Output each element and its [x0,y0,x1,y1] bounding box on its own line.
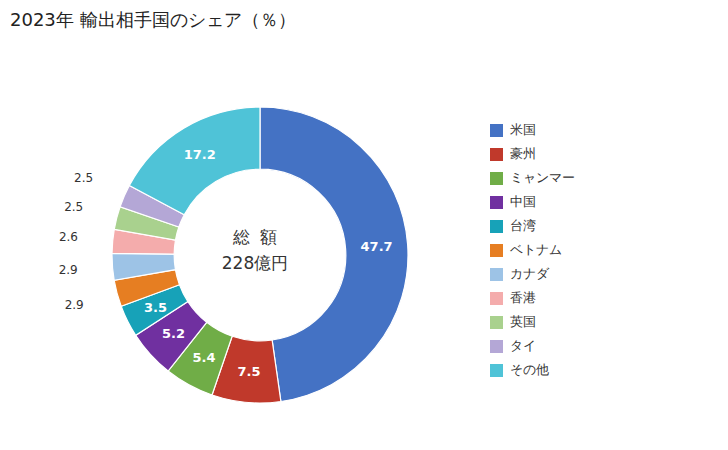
html-text:タイ: タイ [510,338,536,353]
svg-text:3.5: 3.5 [144,300,167,315]
html-text:2023年 輸出相手国のシェア（％）: 2023年 輸出相手国のシェア（％） [10,9,296,30]
svg-text:2.5: 2.5 [74,171,93,185]
html-text:総 額: 総 額 [232,227,278,247]
html-text:英国: 英国 [510,314,536,329]
svg-text:5.4: 5.4 [192,350,215,365]
html-text:カナダ: カナダ [510,266,549,281]
html-text:中国: 中国 [510,194,536,209]
svg-text:2.9: 2.9 [59,263,78,277]
svg-text:2.5: 2.5 [64,200,83,214]
svg-text:5.2: 5.2 [162,326,185,341]
svg-text:7.5: 7.5 [237,364,260,379]
html-text:米国: 米国 [510,122,536,137]
html-text:香港: 香港 [510,290,536,305]
html-text:ベトナム: ベトナム [510,242,562,257]
svg-text:2.9: 2.9 [65,298,84,312]
svg-text:17.2: 17.2 [184,147,216,162]
html-text:ミャンマー: ミャンマー [510,170,575,185]
html-text:豪州: 豪州 [510,146,536,161]
svg-text:47.7: 47.7 [361,239,393,254]
svg-text:2.6: 2.6 [59,230,78,244]
html-text:その他: その他 [510,362,549,377]
html-text:台湾: 台湾 [510,218,536,233]
html-text:228億円: 228億円 [221,253,289,273]
